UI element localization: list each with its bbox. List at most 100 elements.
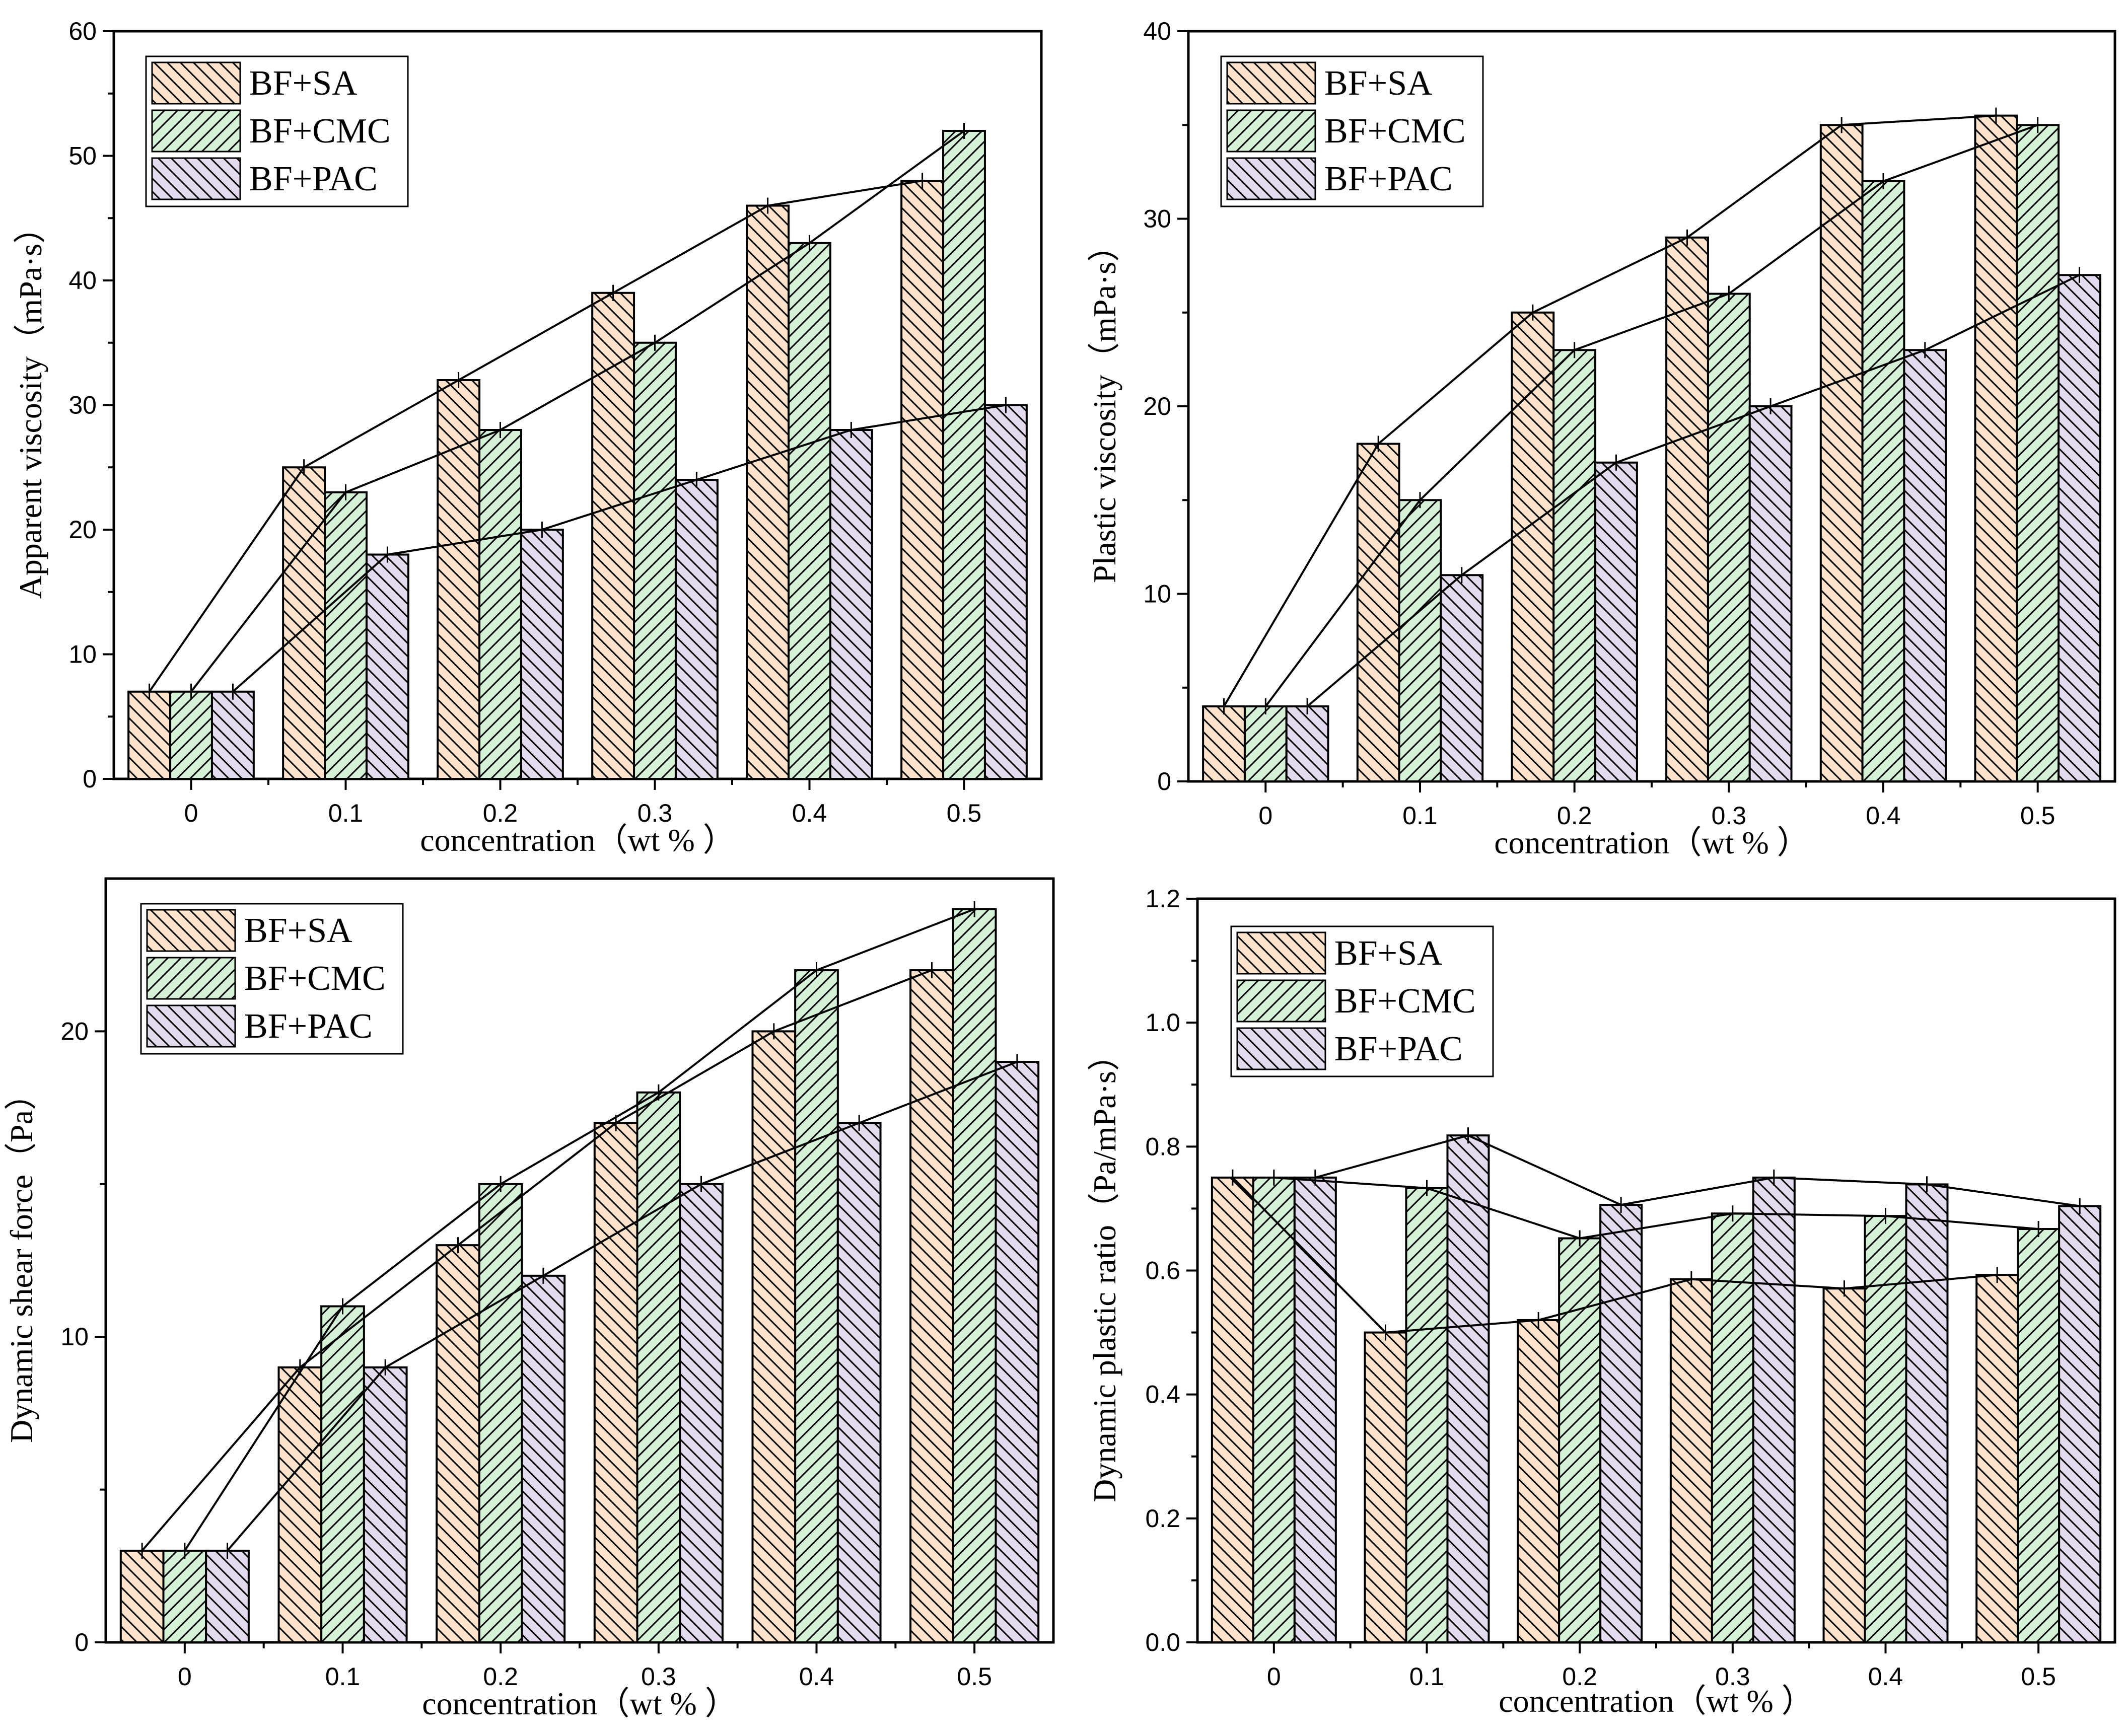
bar-bf-cmc-0.3 bbox=[636, 1091, 681, 1643]
bar-bf-sa-0.1 bbox=[1356, 443, 1400, 782]
legend-swatch-bf-pac bbox=[151, 157, 241, 200]
bar-bf-cmc-0.3 bbox=[1711, 1212, 1754, 1644]
x-tick-label: 0.5 bbox=[2021, 1662, 2056, 1691]
bar-bf-cmc-0.5 bbox=[952, 908, 997, 1643]
y-tick-label: 10 bbox=[60, 1323, 89, 1351]
x-axis-title: concentration（wt % ） bbox=[420, 822, 735, 858]
bar-bf-sa-0 bbox=[1211, 1176, 1254, 1643]
y-tick-label: 0 bbox=[1157, 767, 1171, 795]
legend: BF+SA BF+CMC BF+PAC bbox=[145, 55, 409, 207]
bar-bf-cmc-0.2 bbox=[1558, 1237, 1602, 1643]
bar-bf-cmc-0.2 bbox=[1552, 349, 1597, 782]
bar-bf-pac-0.5 bbox=[2058, 274, 2101, 782]
bar-bf-pac-0.1 bbox=[363, 1366, 408, 1643]
x-tick-label: 0.2 bbox=[1562, 1662, 1597, 1691]
trend-line-bf-sa bbox=[1223, 114, 1996, 707]
x-tick-label: 0 bbox=[178, 1662, 192, 1691]
bar-bf-sa-0.4 bbox=[746, 204, 790, 780]
y-tick-label: 0.2 bbox=[1145, 1504, 1180, 1533]
bar-bf-pac-0.3 bbox=[1752, 1176, 1796, 1643]
x-tick-label: 0.1 bbox=[1402, 802, 1438, 830]
trend-line-bf-pac bbox=[1306, 274, 2080, 707]
y-tick-label: 20 bbox=[1143, 392, 1171, 420]
bar-bf-cmc-0.5 bbox=[2017, 1228, 2061, 1643]
x-tick-label: 0.5 bbox=[2020, 802, 2056, 830]
y-tick-label: 40 bbox=[1143, 17, 1171, 45]
bar-bf-sa-0.4 bbox=[1822, 1287, 1866, 1643]
legend-label: BF+SA bbox=[244, 911, 352, 950]
x-tick-label: 0.1 bbox=[325, 1662, 361, 1691]
bar-bf-cmc-0.1 bbox=[320, 1305, 365, 1643]
legend-label: BF+CMC bbox=[244, 959, 386, 998]
bar-bf-cmc-0.2 bbox=[478, 429, 522, 780]
y-tick-label: 0.8 bbox=[1145, 1132, 1180, 1161]
bar-bf-pac-0.4 bbox=[836, 1122, 882, 1643]
legend-swatch-bf-sa bbox=[1236, 931, 1326, 975]
y-axis-title: Dynamic plastic ratio（Pa/mPa·s） bbox=[1087, 1039, 1122, 1502]
x-tick-label: 0.4 bbox=[799, 1662, 834, 1691]
y-tick-label: 0 bbox=[83, 765, 97, 793]
y-tick-label: 30 bbox=[1143, 205, 1171, 233]
bar-bf-cmc-0.4 bbox=[788, 242, 831, 780]
x-tick-label: 0.2 bbox=[1557, 802, 1592, 830]
y-tick-label: 0 bbox=[75, 1628, 89, 1656]
bar-bf-pac-0.1 bbox=[365, 553, 409, 780]
bar-bf-cmc-0.1 bbox=[1405, 1187, 1449, 1643]
bar-bf-sa-0 bbox=[127, 690, 172, 780]
x-tick-label: 0.5 bbox=[947, 799, 982, 827]
bar-bf-cmc-0.4 bbox=[1861, 180, 1905, 782]
legend-swatch-bf-sa bbox=[146, 909, 236, 952]
trend-line-bf-sa bbox=[1232, 1177, 1998, 1334]
x-tick-label: 0.3 bbox=[1712, 802, 1747, 830]
bar-bf-pac-0 bbox=[1293, 1176, 1337, 1643]
legend-label: BF+PAC bbox=[244, 1007, 373, 1046]
bar-bf-pac-0 bbox=[210, 690, 255, 780]
bar-bf-sa-0.5 bbox=[900, 180, 945, 780]
bar-bf-pac-0.5 bbox=[995, 1061, 1040, 1644]
x-tick-label: 0.4 bbox=[1868, 1662, 1903, 1691]
bar-bf-sa-0.1 bbox=[277, 1366, 323, 1643]
bar-bf-pac-0.3 bbox=[679, 1183, 724, 1644]
y-tick-label: 60 bbox=[68, 17, 97, 45]
y-axis-title: Apparent viscosity（mPa·s） bbox=[13, 211, 48, 599]
bar-bf-cmc-0.3 bbox=[1707, 293, 1751, 782]
legend-swatch-bf-sa bbox=[151, 61, 241, 105]
legend-swatch-bf-cmc bbox=[1226, 109, 1316, 153]
legend-label: BF+SA bbox=[249, 64, 358, 103]
bar-bf-sa-0.2 bbox=[1511, 311, 1555, 782]
y-tick-label: 30 bbox=[68, 391, 97, 419]
y-tick-label: 1.2 bbox=[1145, 885, 1180, 913]
x-tick-label: 0.3 bbox=[641, 1662, 676, 1691]
legend: BF+SA BF+CMC BF+PAC bbox=[1220, 55, 1484, 207]
bar-bf-cmc-0.4 bbox=[1864, 1215, 1907, 1644]
trend-line-bf-sa bbox=[148, 180, 923, 692]
chart-4: 0.0 0.2 0.4 0.6 0.8 1.0 1.2 0 0.1 0.2 0.3 0.4 0.5 con… bbox=[1087, 885, 2116, 1719]
bar-bf-cmc-0.5 bbox=[942, 130, 986, 780]
bar-bf-cmc-0 bbox=[162, 1549, 207, 1643]
legend-swatch-bf-pac bbox=[146, 1004, 236, 1048]
bar-bf-sa-0.4 bbox=[751, 1030, 797, 1643]
x-tick-label: 0 bbox=[1267, 1662, 1281, 1691]
bar-bf-cmc-0 bbox=[169, 690, 213, 780]
legend-label: BF+CMC bbox=[1324, 112, 1466, 151]
bar-bf-pac-0.4 bbox=[829, 429, 873, 780]
y-tick-label: 20 bbox=[60, 1017, 89, 1045]
trend-line-bf-pac bbox=[232, 404, 1006, 693]
bar-bf-sa-0 bbox=[1202, 705, 1246, 782]
y-tick-label: 0.0 bbox=[1145, 1628, 1180, 1656]
y-tick-label: 0.6 bbox=[1145, 1257, 1180, 1285]
chart-3: 0 10 20 0 0.1 0.2 0.3 0.4 0.5 concentration（wt % … bbox=[4, 877, 1055, 1721]
bar-bf-sa-0.5 bbox=[1975, 1274, 2019, 1643]
bar-bf-pac-0.5 bbox=[983, 404, 1028, 780]
bar-bf-sa-0.2 bbox=[436, 1244, 480, 1643]
x-tick-label: 0.4 bbox=[792, 799, 827, 827]
x-tick-label: 0.5 bbox=[957, 1662, 992, 1691]
y-tick-label: 40 bbox=[68, 266, 97, 295]
bar-bf-pac-0.3 bbox=[674, 479, 719, 780]
bar-bf-pac-0.4 bbox=[1903, 349, 1947, 782]
legend-swatch-bf-pac bbox=[1226, 157, 1316, 200]
bar-bf-cmc-0.4 bbox=[794, 969, 839, 1643]
bar-bf-cmc-0.1 bbox=[1398, 499, 1442, 782]
x-tick-label: 0.3 bbox=[637, 799, 673, 827]
